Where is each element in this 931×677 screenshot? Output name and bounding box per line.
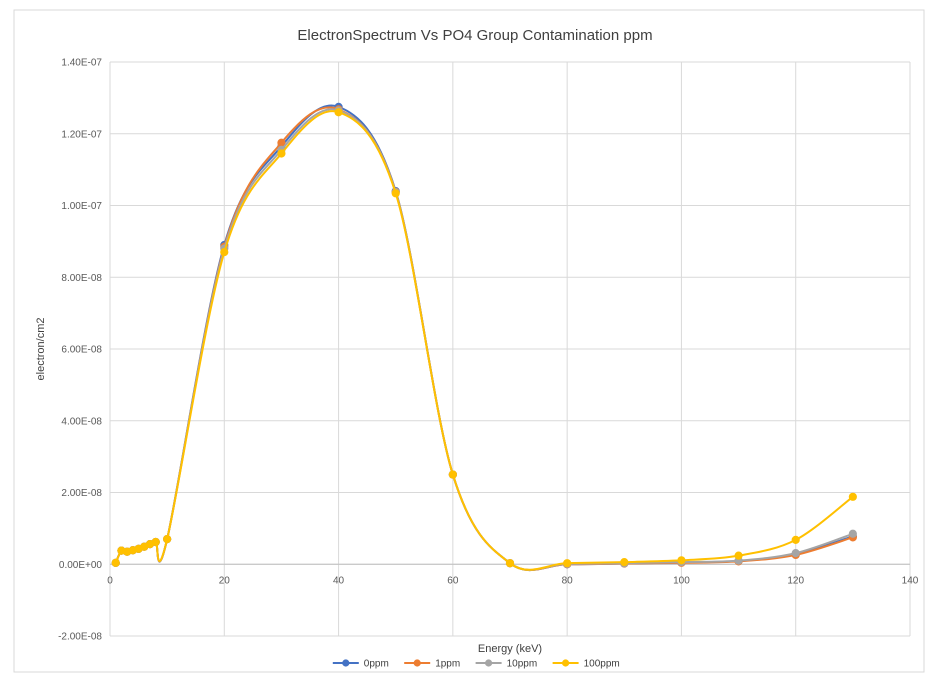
data-point-100ppm [277, 149, 286, 158]
data-point-100ppm [151, 537, 160, 547]
legend-item-1ppm: 1ppm [404, 659, 460, 670]
y-tick-label: 1.20E-07 [61, 129, 102, 140]
legend-label: 100ppm [584, 659, 620, 670]
data-point-100ppm [163, 535, 172, 544]
x-tick-label: 40 [333, 575, 345, 586]
legend-marker [485, 659, 493, 667]
y-axis-title: electron/cm2 [35, 318, 47, 381]
data-point-100ppm [334, 108, 343, 117]
data-point-100ppm [220, 248, 229, 257]
data-point-1ppm [277, 138, 286, 147]
legend-item-100ppm: 100ppm [552, 659, 620, 670]
tick-labels: -2.00E-08 0.00E+00 2.00E-08 4.00E-08 6.00E-0… [58, 58, 919, 643]
x-tick-label: 100 [673, 575, 690, 586]
x-tick-label: 0 [107, 575, 113, 586]
x-tick-label: 120 [787, 575, 804, 586]
data-point-100ppm [734, 551, 743, 560]
y-tick-label: 4.00E-08 [61, 416, 102, 427]
series-100ppm [111, 108, 857, 571]
data-point-100ppm [111, 558, 120, 567]
x-tick-label: 80 [562, 575, 574, 586]
legend-label: 1ppm [435, 659, 460, 670]
x-tick-label: 20 [219, 575, 231, 586]
y-tick-label: 1.40E-07 [61, 58, 102, 69]
legend-marker [413, 659, 421, 667]
y-tick-label: 1.00E-07 [61, 201, 102, 212]
data-point-100ppm [848, 492, 857, 501]
x-axis-title: Energy (keV) [478, 643, 542, 655]
data-point-100ppm [505, 559, 515, 568]
y-tick-label: 6.00E-08 [61, 345, 102, 356]
data-point-100ppm [563, 559, 572, 568]
y-tick-label: 0.00E+00 [59, 560, 103, 571]
data-point-100ppm [677, 556, 686, 565]
legend-marker [562, 659, 570, 667]
legend-item-10ppm: 10ppm [475, 659, 538, 670]
chart-title: ElectronSpectrum Vs PO4 Group Contaminat… [297, 27, 652, 44]
x-tick-label: 140 [902, 575, 919, 586]
legend-label: 0ppm [364, 659, 389, 670]
legend-label: 10ppm [507, 659, 538, 670]
data-point-100ppm [448, 470, 457, 479]
series-layer [111, 102, 857, 572]
data-point-100ppm [620, 557, 629, 567]
y-tick-label: 2.00E-08 [61, 488, 102, 499]
y-tick-label: -2.00E-08 [58, 632, 102, 643]
data-point-100ppm [791, 535, 800, 544]
data-point-10ppm [848, 529, 857, 538]
chart-border [13, 9, 925, 673]
legend-item-0ppm: 0ppm [332, 659, 389, 670]
legend-marker [342, 659, 350, 667]
legend: 0ppm 1ppm 10ppm 100ppm [332, 659, 620, 670]
data-point-100ppm [391, 189, 400, 198]
y-tick-label: 8.00E-08 [61, 273, 102, 284]
data-point-10ppm [791, 549, 800, 558]
x-tick-label: 60 [447, 575, 459, 586]
